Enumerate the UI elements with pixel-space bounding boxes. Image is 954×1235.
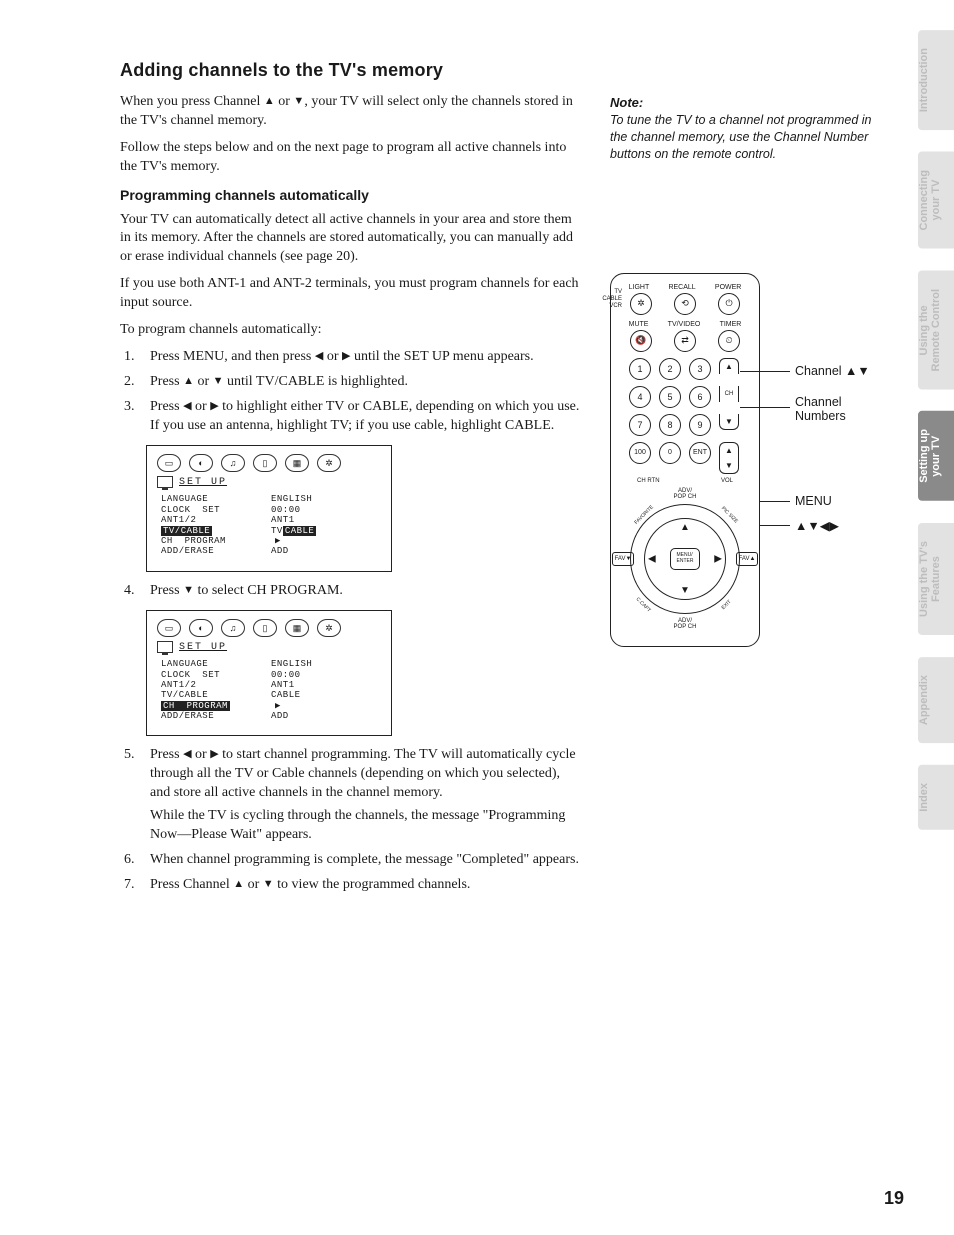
remote-button: ✲ [630,293,652,315]
step-3: Press ◀ or ▶ to highlight either TV or C… [146,398,580,436]
section-tab: Appendix [918,657,954,743]
remote-num-button: 6 [689,386,711,408]
remote-button: ⇄ [674,330,696,352]
step-5: Press ◀ or ▶ to start channel programmin… [146,746,580,844]
remote-num-button: 8 [659,414,681,436]
main-column: Adding channels to the TV's memory When … [120,60,580,901]
section-tab: Using the Remote Control [918,271,954,390]
remote-diagram: TVCABLEVCR LIGHTRECALLPOWER ✲⟲⏻ MUTETV/V… [610,273,880,647]
remote-button: 100 [629,442,651,464]
remote-button: ⟲ [674,293,696,315]
menu-enter-button: MENU/ ENTER [670,548,700,570]
heading-1: Adding channels to the TV's memory [120,60,580,81]
callout-arrows: ▲▼◀▶ [795,518,839,533]
step-1: Press MENU, and then press ◀ or ▶ until … [146,348,580,367]
remote-button: ENT [689,442,711,464]
intro-p1: When you press Channel ▲ or ▼, your TV w… [120,93,580,131]
remote-button: 🔇 [630,330,652,352]
remote-button: ⏻ [718,293,740,315]
remote-num-button: 3 [689,358,711,380]
osd-icon: ▯ [253,619,277,637]
section-tab: Using the TV's Features [918,523,954,635]
note-body: To tune the TV to a channel not programm… [610,112,880,163]
remote-num-button: 7 [629,414,651,436]
tv-icon [157,476,173,488]
callout-menu: MENU [795,494,832,508]
remote-dpad: MENU/ ENTER ▲ ▼ ◀ ▶ FAV▼ FAV▲ FAVORITE P… [630,504,740,614]
tv-icon [157,641,173,653]
osd-icon: ◐ [189,619,213,637]
osd-icon: ◐ [189,454,213,472]
intro-p2: Follow the steps below and on the next p… [120,139,580,177]
steps-list: Press MENU, and then press ◀ or ▶ until … [146,348,580,436]
osd-icon: ♫ [221,454,245,472]
osd-icon: ▦ [285,619,309,637]
remote-button: 0 [659,442,681,464]
callout-channel-numbers: Channel Numbers [795,395,846,423]
osd-icon: ▭ [157,454,181,472]
osd-icon: ✲ [317,619,341,637]
osd-icon: ✲ [317,454,341,472]
osd-icon: ▭ [157,619,181,637]
down-glyph-icon: ▼ [293,94,304,109]
steps-list-cont2: Press ◀ or ▶ to start channel programmin… [146,746,580,894]
remote-num-button: 5 [659,386,681,408]
remote-num-button: 1 [629,358,651,380]
side-column: Note: To tune the TV to a channel not pr… [610,95,880,647]
remote-side-labels: TVCABLEVCR [602,289,622,310]
note-heading: Note: [610,95,880,110]
section-tabs: Introduction Connecting your TV Using the … [918,30,954,852]
remote-button: ⏲ [718,330,740,352]
callout-channel-updown: Channel ▲▼ [795,364,870,378]
osd-icon: ▯ [253,454,277,472]
remote-num-button: 2 [659,358,681,380]
section-tab: Index [918,765,954,830]
section-tab: Setting up your TV [918,411,954,501]
step-7: Press Channel ▲ or ▼ to view the program… [146,876,580,895]
section-tab: Connecting your TV [918,152,954,249]
up-glyph-icon: ▲ [264,94,275,109]
osd-icon: ♫ [221,619,245,637]
heading-2: Programming channels automatically [120,187,580,203]
osd-title: SET UP [179,477,227,488]
osd-title: SET UP [179,642,227,653]
osd-icon: ▦ [285,454,309,472]
osd-screenshot-1: ▭ ◐ ♫ ▯ ▦ ✲ SET UP LANGUAGEENGLISHCLOCK … [146,445,392,571]
body-p4: If you use both ANT-1 and ANT-2 terminal… [120,275,580,313]
step-4: Press ▼ to select CH PROGRAM. [146,582,580,601]
step-6: When channel programming is complete, th… [146,851,580,870]
body-p5: To program channels automatically: [120,321,580,340]
osd-screenshot-2: ▭ ◐ ♫ ▯ ▦ ✲ SET UP LANGUAGEENGLISHCLOCK … [146,610,392,736]
step-2: Press ▲ or ▼ until TV/CABLE is highlight… [146,373,580,392]
steps-list-cont: Press ▼ to select CH PROGRAM. [146,582,580,601]
remote-num-button: 9 [689,414,711,436]
section-tab: Introduction [918,30,954,130]
remote-num-button: 4 [629,386,651,408]
body-p3: Your TV can automatically detect all act… [120,211,580,268]
page-number: 19 [884,1188,904,1209]
